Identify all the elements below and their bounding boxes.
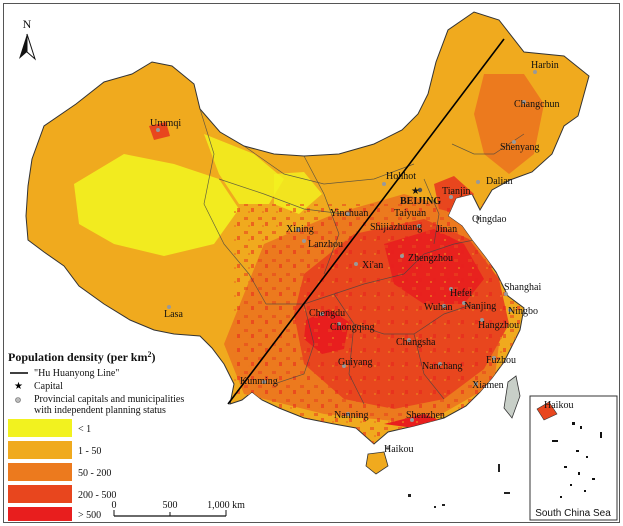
legend-swatch-1-50 xyxy=(8,441,72,459)
inset-city-haikou: Haikou xyxy=(544,400,573,411)
city-nanjing: Nanjing xyxy=(464,301,496,312)
city-chengdu: Chengdu xyxy=(309,308,345,319)
city-shenzhen: Shenzhen xyxy=(406,410,445,421)
legend-label-1-50: 1 - 50 xyxy=(78,446,101,457)
city-yinchuan: Yinchuan xyxy=(330,208,368,219)
north-arrow-label: N xyxy=(23,17,32,31)
city-shenyang: Shenyang xyxy=(500,142,539,153)
city-xining: Xining xyxy=(286,224,314,235)
legend-label-lt1: < 1 xyxy=(78,424,91,435)
city-ningbo: Ningbo xyxy=(508,306,538,317)
city-lanzhou: Lanzhou xyxy=(308,239,343,250)
legend-title: Population density (per km2) xyxy=(8,350,155,364)
city-nanning: Nanning xyxy=(334,410,368,421)
city-tianjin: Tianjin xyxy=(442,186,471,197)
city-beijing: BEIJING xyxy=(400,196,441,207)
city-harbin: Harbin xyxy=(531,60,559,71)
city-xian: Xi'an xyxy=(362,260,383,271)
legend-swatch-lt1 xyxy=(8,419,72,437)
legend-provincial-label-2: with independent planning status xyxy=(34,405,166,416)
hu-huanyong-line xyxy=(227,38,505,405)
city-jinan: Jinan xyxy=(436,224,457,235)
city-zhengzhou: Zhengzhou xyxy=(408,253,453,264)
city-hangzhou: Hangzhou xyxy=(478,320,519,331)
city-shijiazhuang: Shijiazhuang xyxy=(370,222,422,233)
legend-swatch-gt500 xyxy=(8,507,72,521)
north-arrow: N xyxy=(19,17,37,61)
city-changchun: Changchun xyxy=(514,99,560,110)
city-kunming: Kunming xyxy=(240,376,278,387)
city-nanchang: Nanchang xyxy=(422,361,463,372)
city-urumqi: Urumqi xyxy=(150,118,181,129)
scale-tick-1000: 1,000 km xyxy=(207,500,245,511)
city-haikou: Haikou xyxy=(384,444,413,455)
legend-label-gt500: > 500 xyxy=(78,510,101,521)
legend-capital-star: ★ xyxy=(14,381,23,392)
city-qingdao: Qingdao xyxy=(472,214,506,225)
legend-provincial-label-1: Provincial capitals and municipalities xyxy=(34,394,184,405)
scale-tick-500: 500 xyxy=(163,500,178,511)
south-china-sea-inset: Haikou South China Sea xyxy=(529,395,618,521)
population-density-map: N Har xyxy=(8,11,618,521)
city-chongqing: Chongqing xyxy=(330,322,374,333)
city-wuhan: Wuhan xyxy=(424,302,452,313)
map-frame: N Har xyxy=(3,3,620,523)
scale-tick-0: 0 xyxy=(112,500,117,511)
legend-capital-label: Capital xyxy=(34,381,63,392)
legend-swatch-200-500 xyxy=(8,485,72,503)
legend-swatch-50-200 xyxy=(8,463,72,481)
legend: Population density (per km2) "Hu Huanyon… xyxy=(8,350,184,521)
capital-star: ★ xyxy=(411,186,420,197)
scattered-islands xyxy=(408,464,510,508)
city-hohhot: Hohhot xyxy=(386,171,416,182)
scale-bar: 0 500 1,000 km xyxy=(112,500,245,517)
city-labels: Harbin Changchun Shenyang Dalian Tianjin… xyxy=(150,60,560,455)
city-dalian: Dalian xyxy=(486,176,513,187)
city-xiamen: Xiamen xyxy=(472,380,504,391)
city-taiyuan: Taiyuan xyxy=(394,208,426,219)
legend-provincial-dot xyxy=(15,397,21,403)
city-changsha: Changsha xyxy=(396,337,436,348)
city-guiyang: Guiyang xyxy=(338,357,372,368)
city-hefei: Hefei xyxy=(450,288,472,299)
city-shanghai: Shanghai xyxy=(504,282,541,293)
inset-title: South China Sea xyxy=(535,508,611,519)
legend-line-label: "Hu Huanyong Line" xyxy=(34,368,119,379)
legend-label-50-200: 50 - 200 xyxy=(78,468,111,479)
city-lasa: Lasa xyxy=(164,309,183,320)
city-fuzhou: Fuzhou xyxy=(486,355,516,366)
city-markers xyxy=(156,70,537,450)
legend-label-200-500: 200 - 500 xyxy=(78,490,116,501)
